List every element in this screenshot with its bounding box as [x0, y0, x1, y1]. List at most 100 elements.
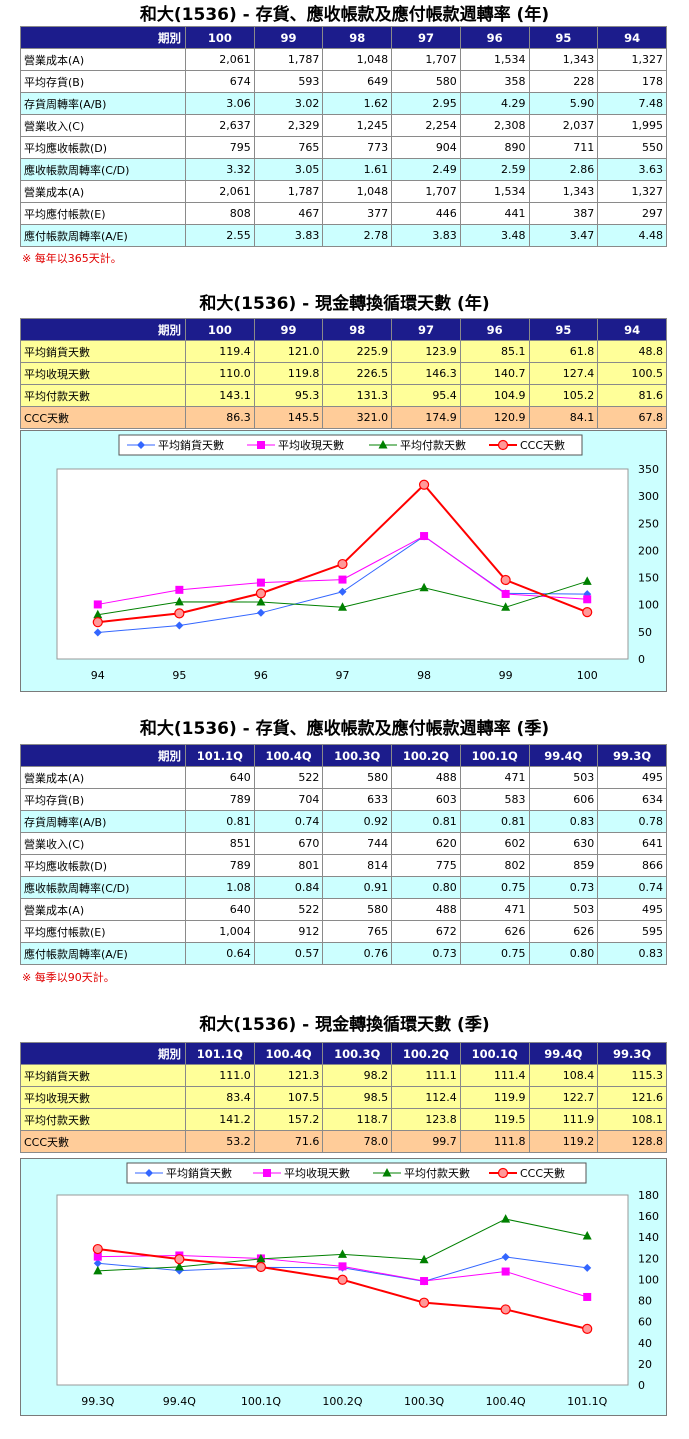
- table-cell: 0.80: [528, 942, 599, 965]
- table-row: 平均存貨(B) 789 704 633 603 583 606 634: [20, 788, 667, 811]
- table-cell: 471: [459, 898, 530, 921]
- table-cell: 225.9: [322, 340, 393, 363]
- y-tick-label: 20: [638, 1358, 652, 1371]
- data-point: [93, 600, 102, 609]
- period-header: 95: [528, 318, 599, 341]
- table-cell: 912: [253, 920, 324, 943]
- annual-ccc-table: 期別 100 99 98 97 96 95 94 平均銷貨天數 119.4 121.0 225.9 12…: [20, 318, 667, 429]
- legend-label: 平均付款天數: [400, 438, 466, 452]
- data-point: [337, 558, 348, 570]
- legend-marker: [382, 1168, 392, 1177]
- data-point: [582, 607, 593, 618]
- table-row: CCC天數 53.2 71.6 78.0 99.7 111.8 119.2 128.8: [20, 1130, 667, 1153]
- legend-marker: [497, 1167, 509, 1179]
- series: [92, 1243, 593, 1334]
- table-cell: 580: [391, 70, 461, 93]
- table-cell: 377: [322, 202, 393, 225]
- header-row: 期別 101.1Q 100.4Q 100.3Q 100.2Q 100.1Q 99.4Q 99.…: [20, 744, 667, 767]
- table-row: 存貨周轉率(A/B) 0.81 0.74 0.92 0.81 0.81 0.83 0.78: [20, 810, 667, 833]
- table-cell: 550: [597, 136, 667, 159]
- data-point: [256, 578, 265, 587]
- table-cell: 851: [185, 832, 255, 855]
- data-point: [582, 1230, 592, 1240]
- y-tick-label: 60: [638, 1316, 652, 1329]
- period-header: 100.3Q: [322, 1042, 393, 1065]
- table-row: 營業成本(A) 640 522 580 488 471 503 495: [20, 766, 667, 789]
- row-label: 平均收現天數: [20, 1086, 186, 1109]
- table-cell: 802: [459, 854, 530, 877]
- row-label: 營業成本(A): [20, 180, 186, 203]
- table-row: 營業成本(A) 2,061 1,787 1,048 1,707 1,534 1,343 1,3…: [20, 48, 667, 71]
- x-tick-label: 96: [254, 669, 268, 682]
- annual-ccc-chart: 平均銷貨天數 平均收現天數 平均付款天數 CCC天數 0 50 100 150 200 250 30…: [20, 430, 667, 692]
- table-cell: 122.7: [528, 1086, 599, 1109]
- table-row: 平均應付帳款(E) 1,004 912 765 672 626 626 595: [20, 920, 667, 943]
- row-label: 應收帳款周轉率(C/D): [20, 876, 186, 899]
- table-cell: 3.47: [528, 224, 599, 247]
- data-point: [175, 1266, 184, 1275]
- table-cell: 0.75: [459, 942, 530, 965]
- table-cell: 0.81: [459, 810, 530, 833]
- table-cell: 141.2: [185, 1108, 255, 1131]
- table-cell: 118.7: [322, 1108, 393, 1131]
- table-cell: 98.5: [322, 1086, 393, 1109]
- table-cell: 580: [322, 766, 393, 789]
- data-point: [500, 1304, 511, 1315]
- period-header: 98: [322, 26, 393, 49]
- row-label: 應付帳款周轉率(A/E): [20, 942, 186, 965]
- table-cell: 1.62: [322, 92, 393, 115]
- table-cell: 495: [597, 898, 667, 921]
- data-point: [420, 532, 429, 541]
- table-cell: 105.2: [528, 384, 599, 407]
- table-cell: 71.6: [253, 1130, 324, 1153]
- table-cell: 0.73: [391, 942, 461, 965]
- table-row: 平均銷貨天數 119.4 121.0 225.9 123.9 85.1 61.8 48.8: [20, 340, 667, 363]
- row-label: 平均收現天數: [20, 362, 186, 385]
- quarterly-note: ※ 每季以90天計。: [22, 971, 115, 984]
- table-row: 平均付款天數 141.2 157.2 118.7 123.8 119.5 111.9 108.…: [20, 1108, 667, 1131]
- row-label: 營業收入(C): [20, 114, 186, 137]
- y-tick-label: 150: [638, 572, 659, 585]
- table-cell: 83.4: [185, 1086, 255, 1109]
- period-header: 94: [597, 318, 667, 341]
- quarterly-rates-table: 期別 101.1Q 100.4Q 100.3Q 100.2Q 100.1Q 99.4Q 99.…: [20, 744, 667, 965]
- table-cell: 904: [391, 136, 461, 159]
- data-point: [255, 588, 267, 599]
- table-cell: 5.90: [528, 92, 599, 115]
- table-cell: 0.73: [528, 876, 599, 899]
- row-label: 營業收入(C): [20, 832, 186, 855]
- table-cell: 111.4: [459, 1064, 530, 1087]
- x-tick-label: 99.3Q: [81, 1395, 114, 1408]
- row-label: 平均應收帳款(D): [20, 136, 186, 159]
- table-cell: 111.9: [528, 1108, 599, 1131]
- period-header: 97: [391, 318, 461, 341]
- x-tick-label: 94: [91, 669, 105, 682]
- legend-label: 平均收現天數: [278, 438, 344, 452]
- table-cell: 1,995: [597, 114, 667, 137]
- table-cell: 387: [528, 202, 599, 225]
- x-tick-label: 98: [417, 669, 431, 682]
- table-cell: 111.8: [459, 1130, 530, 1153]
- table-cell: 131.3: [322, 384, 393, 407]
- data-point: [420, 1277, 429, 1286]
- table-cell: 143.1: [185, 384, 255, 407]
- legend-label: 平均銷貨天數: [158, 438, 224, 452]
- data-point: [501, 1252, 510, 1261]
- period-header: 100.4Q: [253, 1042, 324, 1065]
- table-cell: 119.8: [253, 362, 324, 385]
- table-row: 營業成本(A) 2,061 1,787 1,048 1,707 1,534 1,343 1,3…: [20, 180, 667, 203]
- table-cell: 81.6: [597, 384, 667, 407]
- table-cell: 146.3: [391, 362, 461, 385]
- legend-label: 平均收現天數: [284, 1166, 350, 1180]
- table-cell: 48.8: [597, 340, 667, 363]
- table-cell: 120.9: [459, 406, 530, 429]
- legend-marker: [497, 439, 509, 451]
- y-tick-label: 40: [638, 1337, 652, 1350]
- table-cell: 174.9: [391, 406, 461, 429]
- data-point: [582, 576, 592, 585]
- row-label: 平均付款天數: [20, 1108, 186, 1131]
- table-cell: 471: [459, 766, 530, 789]
- data-point: [93, 609, 103, 619]
- table-cell: 641: [597, 832, 667, 855]
- table-cell: 123.9: [391, 340, 461, 363]
